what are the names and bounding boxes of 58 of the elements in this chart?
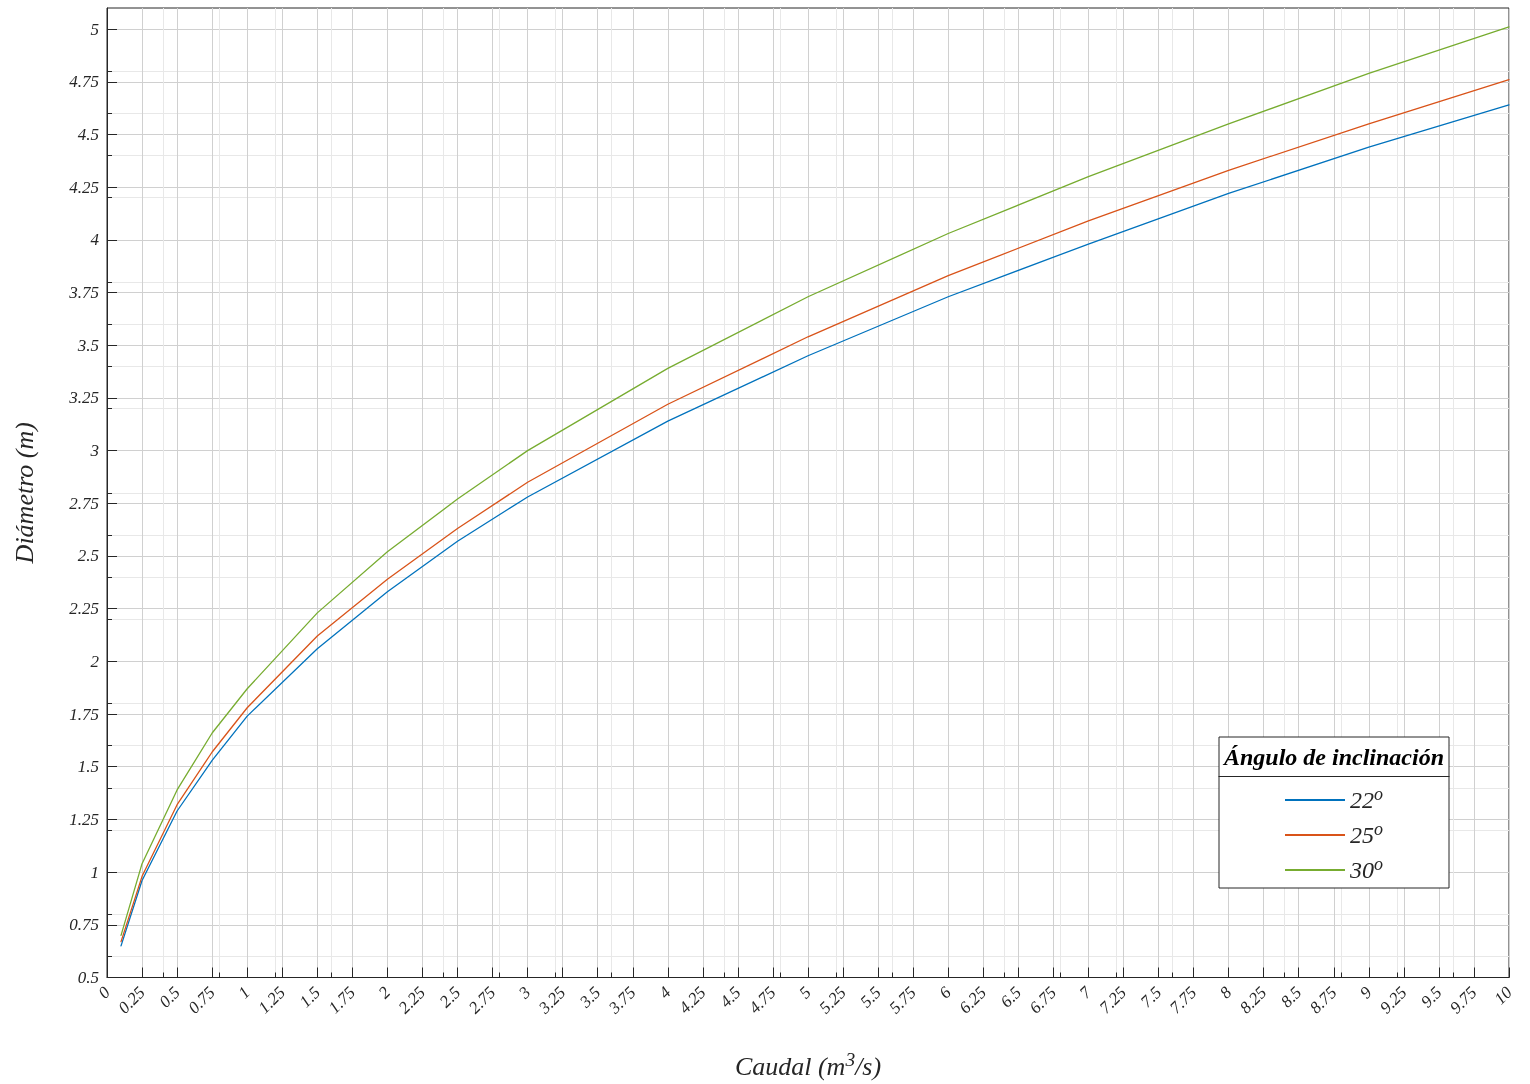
y-tick-label: 1.5 [77, 757, 99, 777]
x-tick-label: 6 [935, 982, 956, 1003]
x-tick-label: 0.25 [114, 982, 149, 1018]
x-tick-label: 3.25 [534, 982, 570, 1018]
x-tick-label: 1.5 [295, 982, 325, 1012]
x-tick-label: 5.25 [815, 982, 850, 1018]
x-tick-label: 4.75 [745, 982, 780, 1018]
x-tick-label: 6.5 [996, 982, 1026, 1012]
y-tick-label: 1.75 [69, 704, 99, 724]
x-tick-label: 9.5 [1417, 982, 1446, 1012]
x-tick-label: 0.5 [155, 982, 184, 1012]
x-tick-label: 0.75 [184, 982, 219, 1018]
y-tick-label: 3.5 [76, 335, 99, 355]
x-tick-label: 3.5 [575, 982, 605, 1012]
x-tick-label: 4.5 [716, 982, 745, 1012]
x-tick-label: 2.5 [435, 982, 465, 1012]
legend-title: Ángulo de inclinación [1221, 743, 1445, 770]
x-tick-label: 1 [234, 982, 254, 1003]
x-tick-label: 1.75 [324, 982, 360, 1018]
y-tick-label: 3 [89, 441, 99, 461]
y-tick-label: 4.25 [69, 177, 99, 197]
x-tick-label: 5.75 [885, 982, 920, 1018]
x-tick-label: 5.5 [856, 982, 885, 1012]
x-tick-label: 8.5 [1276, 982, 1306, 1012]
x-tick-label: 8.75 [1306, 982, 1341, 1018]
x-tick-label: 1.25 [254, 982, 289, 1018]
y-axis-title: Diámetro (m) [9, 422, 39, 565]
x-tick-label: 9 [1356, 982, 1376, 1003]
y-tick-label: 2.25 [69, 599, 99, 619]
x-tick-label: 8 [1215, 982, 1236, 1003]
x-tick-label: 8.25 [1235, 982, 1271, 1018]
y-tick-label: 4.75 [69, 72, 99, 92]
x-tick-label: 7.25 [1095, 982, 1131, 1018]
y-tick-label: 2.75 [69, 493, 99, 513]
x-tick-label: 9.75 [1446, 982, 1481, 1018]
x-tick-label: 4.25 [675, 982, 710, 1018]
y-tick-label: 4.5 [77, 124, 99, 144]
y-tick-label: 3.75 [68, 283, 99, 303]
x-tick-label: 10 [1490, 982, 1517, 1009]
x-tick-label: 7.5 [1136, 982, 1166, 1012]
y-tick-label: 0.75 [69, 915, 99, 935]
y-tick-label: 2.5 [77, 546, 99, 566]
y-tick-label: 1 [90, 862, 99, 882]
x-tick-label: 6.25 [955, 982, 990, 1018]
x-tick-label: 3 [514, 982, 535, 1003]
x-tick-label: 2 [374, 982, 395, 1003]
x-tick-label: 7 [1075, 981, 1097, 1003]
y-tick-label: 5 [90, 19, 99, 39]
y-tick-label: 4 [90, 230, 100, 250]
x-tick-label: 6.75 [1025, 982, 1061, 1018]
x-tick-label: 4 [655, 982, 675, 1003]
x-tick-label: 5 [795, 982, 815, 1003]
x-tick-label: 3.75 [604, 982, 640, 1018]
y-tick-label: 3.25 [68, 388, 99, 408]
y-tick-label: 2 [90, 651, 100, 671]
x-tick-label: 7.75 [1165, 982, 1201, 1018]
x-tick-label: 9.25 [1376, 982, 1411, 1018]
y-tick-label: 1.25 [69, 809, 99, 829]
